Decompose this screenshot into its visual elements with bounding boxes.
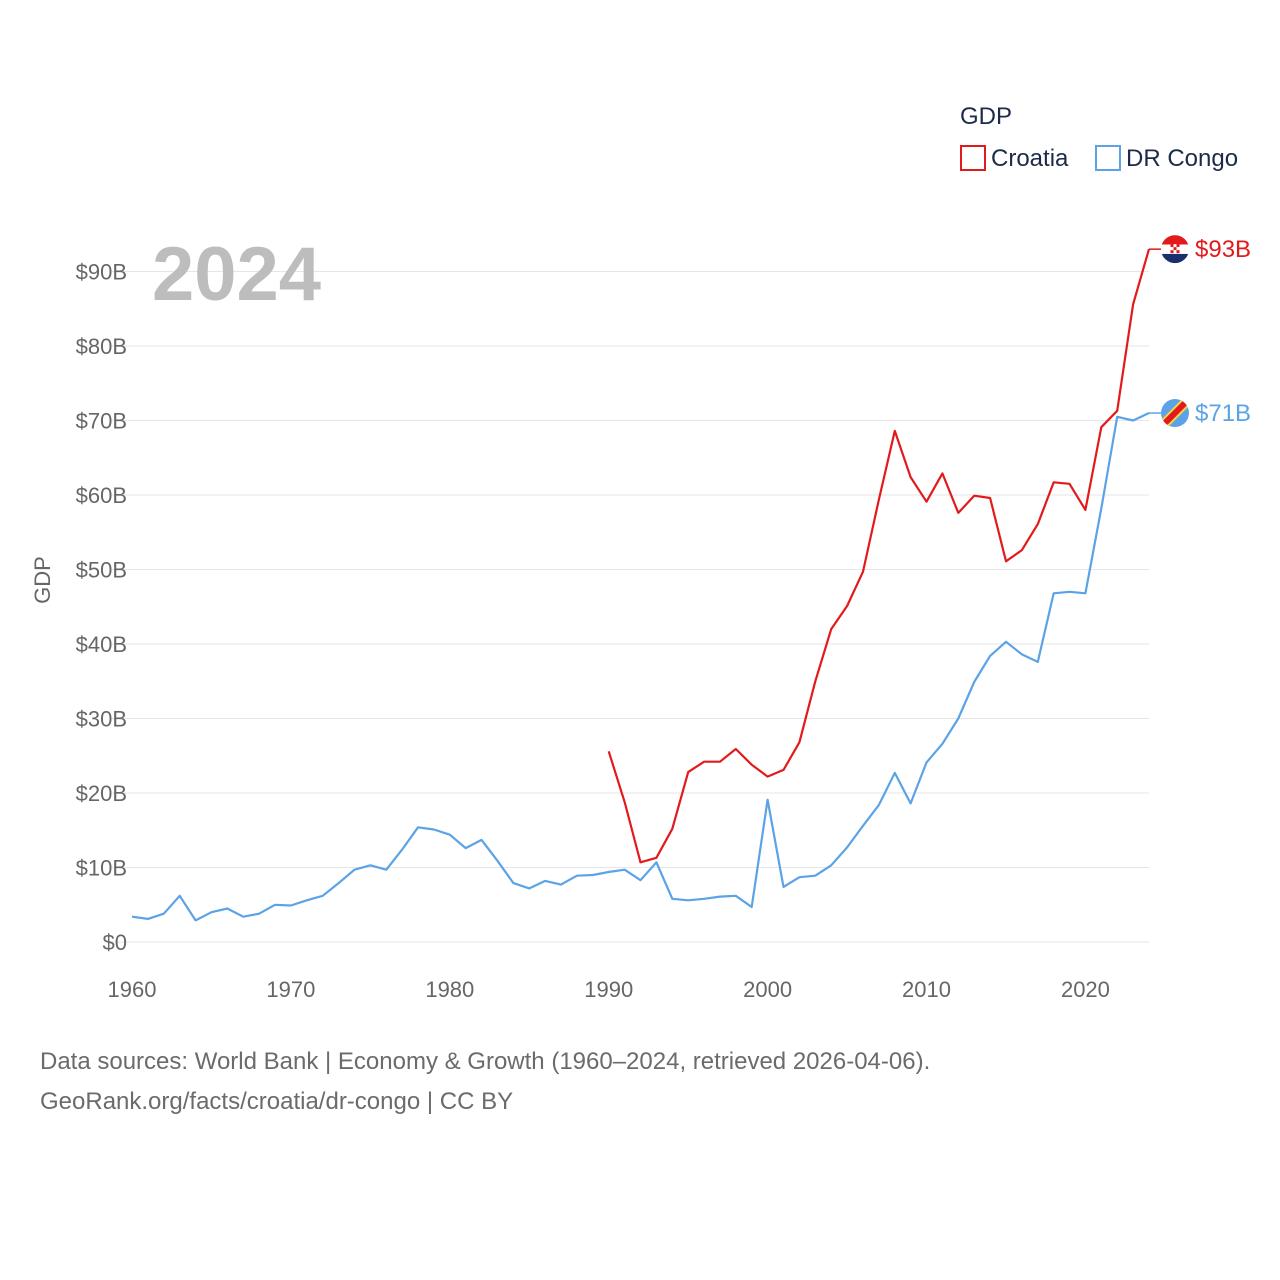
legend-swatch-croatia[interactable] xyxy=(960,145,986,171)
y-tick-label: $80B xyxy=(76,334,127,359)
x-tick-label: 2010 xyxy=(902,977,951,1002)
y-axis: $0 $10B $20B $30B $40B $50B $60B $70B $80B $90B xyxy=(76,260,127,956)
footer: Data sources: World Bank | Economy & Gro… xyxy=(40,1042,930,1122)
croatia-flag-icon xyxy=(1161,235,1189,264)
year-label: 2024 xyxy=(152,232,321,317)
legend-title: GDP xyxy=(960,103,1012,130)
y-tick-label: $0 xyxy=(103,930,127,955)
y-tick-label: $10B xyxy=(76,856,127,881)
y-tick-label: $30B xyxy=(76,707,127,732)
series-line-dr-congo[interactable] xyxy=(131,412,1150,922)
gridlines xyxy=(112,271,1149,943)
dr-congo-flag-icon xyxy=(1161,399,1189,428)
x-tick-label: 1980 xyxy=(425,977,474,1002)
y-tick-label: $20B xyxy=(76,781,127,806)
footer-attribution: GeoRank.org/facts/croatia/dr-congo | CC … xyxy=(40,1088,514,1115)
gdp-line-chart: $0 $10B $20B $30B $40B $50B $60B $70B $80B $90B 1… xyxy=(30,103,1251,1002)
footer-sources: Data sources: World Bank | Economy & Gro… xyxy=(40,1048,931,1075)
legend-swatch-dr-congo[interactable] xyxy=(1095,145,1121,171)
y-axis-label: GDP xyxy=(30,556,55,604)
series-line-croatia[interactable] xyxy=(607,248,1151,864)
y-tick-label: $50B xyxy=(76,558,127,583)
x-tick-label: 2000 xyxy=(743,977,792,1002)
x-tick-label: 1970 xyxy=(266,977,315,1002)
y-tick-label: $90B xyxy=(76,260,127,285)
end-value-label: $71B xyxy=(1195,400,1251,427)
x-axis: 1960 1970 1980 1990 2000 2010 2020 xyxy=(108,977,1110,1002)
legend-label-croatia[interactable]: Croatia xyxy=(991,145,1069,172)
legend-label-dr-congo[interactable]: DR Congo xyxy=(1126,145,1238,172)
y-tick-label: $70B xyxy=(76,409,127,434)
end-markers: $93B $71B xyxy=(1149,235,1251,428)
x-tick-label: 2020 xyxy=(1061,977,1110,1002)
y-tick-label: $40B xyxy=(76,632,127,657)
legend[interactable]: GDP Croatia DR Congo xyxy=(960,103,1238,172)
series-lines xyxy=(131,248,1151,922)
x-tick-label: 1990 xyxy=(584,977,633,1002)
x-tick-label: 1960 xyxy=(108,977,157,1002)
end-value-label: $93B xyxy=(1195,236,1251,263)
y-tick-label: $60B xyxy=(76,483,127,508)
